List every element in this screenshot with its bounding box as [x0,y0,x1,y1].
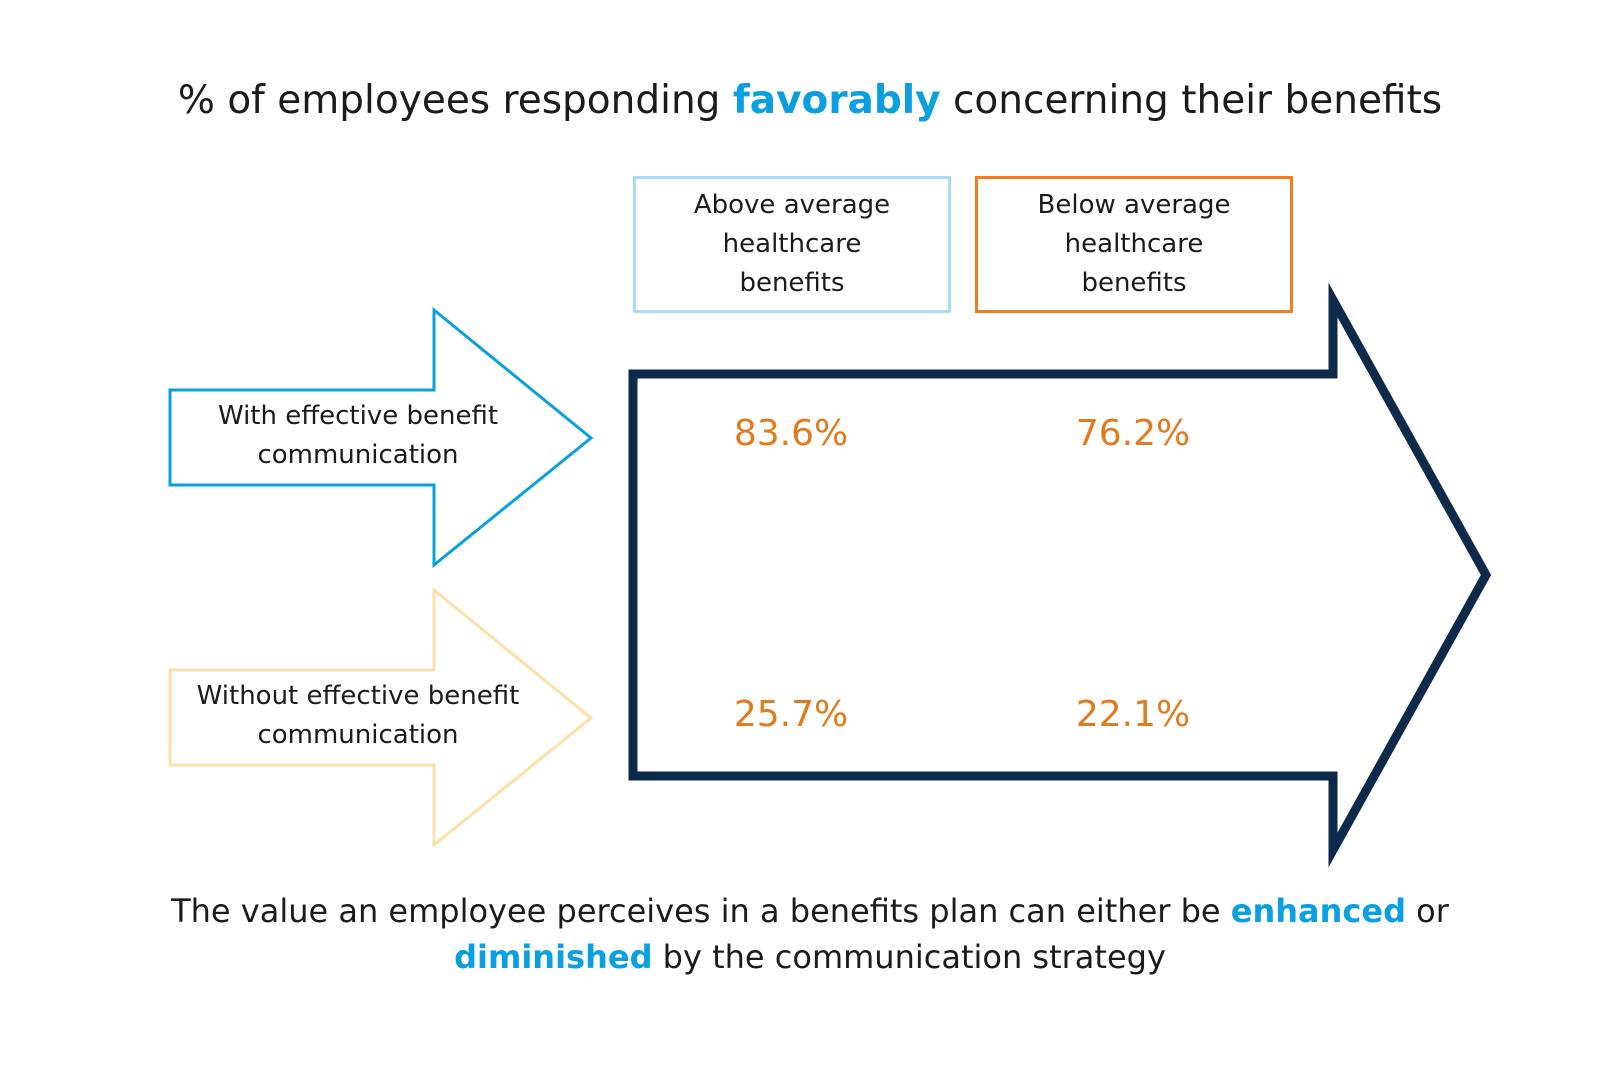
column-header-above-average: Above average healthcare benefits [633,176,951,313]
column-header-below-average: Below average healthcare benefits [975,176,1293,313]
caption-highlight-diminished: diminished [454,938,653,976]
column-header-label: Above average healthcare benefits [693,190,891,298]
row-label-without-communication: Without effective benefit communication [196,681,520,750]
row-label-with-communication: With effective benefit communication [217,401,499,470]
title-highlight: favorably [732,78,941,123]
value-with-below: 76.2% [1075,413,1191,454]
value-with-above: 83.6% [733,413,849,454]
title-text-after: concerning their benefits [940,78,1443,123]
caption-part3: by the communication strategy [652,938,1166,976]
with-communication-arrow [168,306,594,569]
value-without-above: 25.7% [733,694,849,735]
value-without-below: 22.1% [1075,694,1191,735]
caption: The value an employee perceives in a ben… [0,888,1620,980]
caption-part1: The value an employee perceives in a ben… [171,892,1231,930]
big-outcome-arrow [628,282,1492,868]
caption-part2: or [1406,892,1449,930]
without-communication-arrow [168,586,594,849]
column-header-label: Below average healthcare benefits [1037,190,1231,298]
page-title: % of employees responding favorably conc… [0,78,1620,123]
caption-highlight-enhanced: enhanced [1230,892,1406,930]
title-text-before: % of employees responding [177,78,733,123]
